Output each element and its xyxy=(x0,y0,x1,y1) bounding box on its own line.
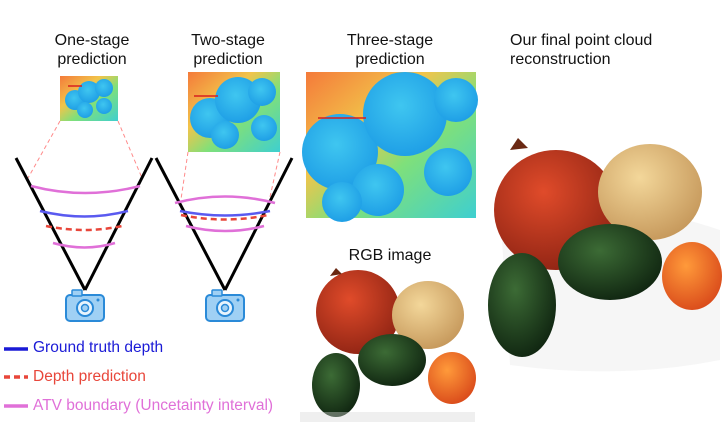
title-three-stage: Three-stage prediction xyxy=(346,32,434,68)
camera-icon xyxy=(65,289,105,322)
point-cloud-reconstruction xyxy=(488,138,722,372)
legend xyxy=(4,347,28,408)
depth-map-two-stage xyxy=(188,72,280,152)
legend-label-ground-truth: Ground truth depth xyxy=(33,339,164,356)
title-one-stage: One-stage prediction xyxy=(54,32,130,68)
depth-map-three-stage xyxy=(302,72,478,222)
title-final-reconstruction: Our final point cloud reconstruction xyxy=(510,32,653,68)
depth-map-one-stage xyxy=(60,76,118,121)
frustum-one-stage xyxy=(14,120,154,291)
title-two-stage: Two-stage prediction xyxy=(191,32,265,68)
legend-label-depth-prediction: Depth prediction xyxy=(33,368,146,385)
rgb-image xyxy=(300,268,476,422)
camera-icon xyxy=(205,289,245,322)
frustum-two-stage xyxy=(154,151,294,291)
title-rgb-image: RGB image xyxy=(348,247,432,264)
legend-label-atv-boundary: ATV boundary (Uncetainty interval) xyxy=(33,397,274,414)
